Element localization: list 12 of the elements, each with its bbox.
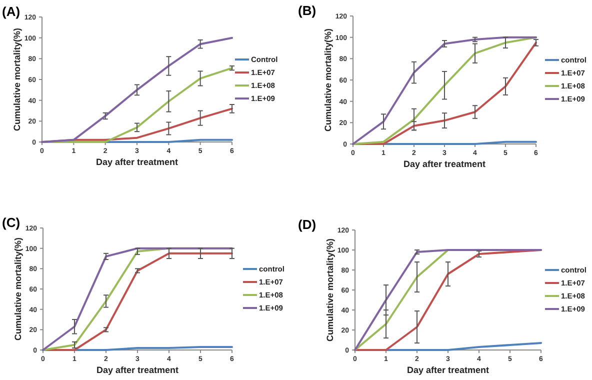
x-axis-title: Day after treatment [403, 159, 486, 169]
y-axis-title: Cumulative mortality(%) [325, 238, 335, 342]
chart-title: (C) [2, 215, 20, 230]
x-axis-title: Day after treatment [96, 157, 178, 167]
y-axis-title: Cumulative mortality(%) [13, 237, 23, 341]
chart-title: (B) [298, 3, 316, 18]
chart-title: (A) [2, 4, 20, 19]
y-axis-title: Cumulative mortality(%) [12, 28, 22, 132]
y-axis-title: Cumulative mortality(%) [323, 28, 333, 132]
x-axis-title: Day after treatment [96, 365, 179, 375]
chart-title: (D) [298, 217, 316, 232]
x-axis-title: Day after treatment [406, 365, 490, 375]
